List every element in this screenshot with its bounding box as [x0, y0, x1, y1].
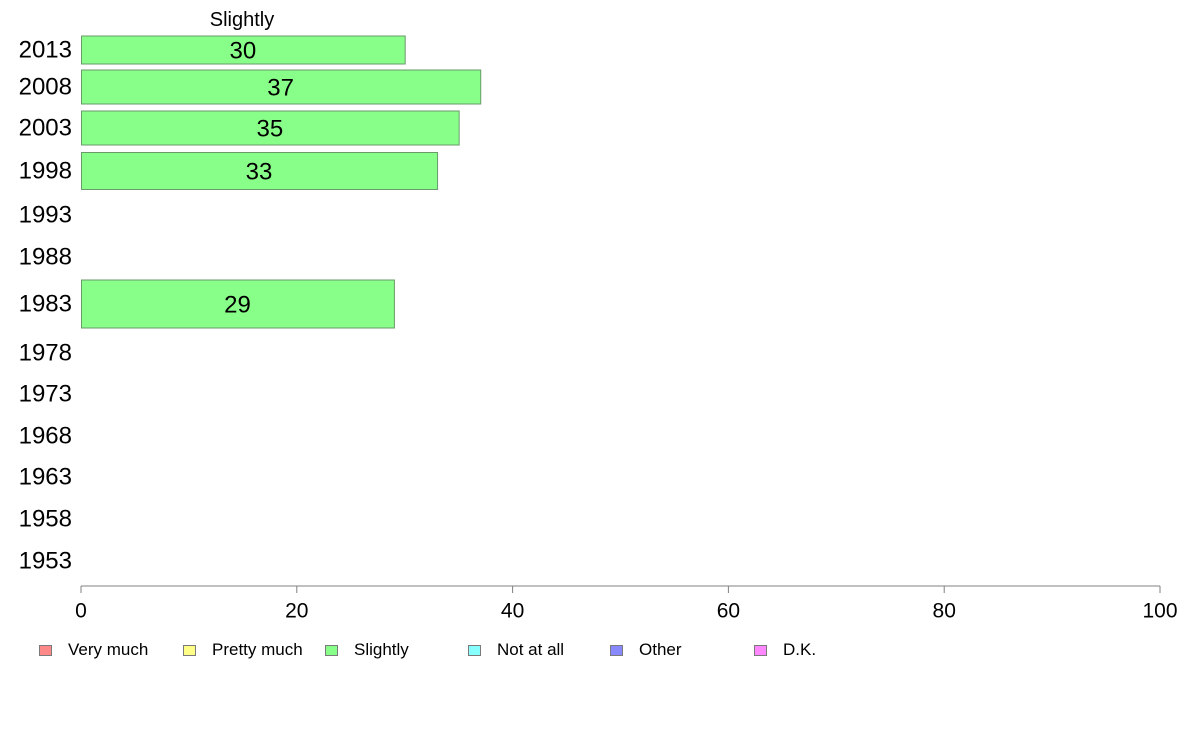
- legend-label: Slightly: [354, 640, 409, 659]
- y-tick-label: 1958: [19, 506, 72, 533]
- legend: Very much Pretty much Slightly Not at all Ot…: [39, 640, 899, 660]
- bar-value-label: 37: [267, 75, 294, 102]
- legend-swatch: [468, 644, 481, 656]
- y-tick-label: 2003: [19, 115, 72, 142]
- x-tick-label: 80: [933, 600, 956, 623]
- y-tick-label: 1968: [19, 423, 72, 450]
- legend-item: Slightly: [325, 640, 409, 660]
- legend-item: Very much: [39, 640, 148, 660]
- legend-item: Other: [610, 640, 682, 660]
- legend-label: Not at all: [497, 640, 565, 659]
- y-tick-label: 1993: [19, 202, 72, 229]
- bar: [81, 279, 395, 329]
- bar-value-label: 33: [246, 159, 273, 186]
- legend-label: D.K.: [783, 640, 817, 659]
- legend-label: Pretty much: [212, 640, 303, 659]
- legend-item: D.K.: [754, 640, 816, 660]
- bar-value-label: 35: [256, 116, 283, 143]
- y-axis-labels: 2013 2008 2003 1998 1993 1988 1983 1978 1973 1968…: [19, 37, 72, 575]
- y-tick-label: 1953: [19, 548, 72, 575]
- y-tick-label: 1963: [19, 464, 72, 491]
- bar-value-label: 29: [224, 292, 251, 319]
- bar: [81, 110, 460, 146]
- x-tick-label: 100: [1142, 600, 1177, 623]
- bars: 30 37 35 33 29: [81, 35, 482, 329]
- legend-swatch: [754, 644, 767, 656]
- legend-swatch: [39, 644, 52, 656]
- bar: [81, 69, 482, 105]
- legend-label: Very much: [68, 640, 149, 659]
- legend-item: Pretty much: [183, 640, 303, 660]
- y-tick-label: 1973: [19, 381, 72, 408]
- y-tick-label: 1978: [19, 340, 72, 367]
- y-tick-label: 1983: [19, 291, 72, 318]
- bar: [81, 35, 406, 65]
- y-tick-label: 1998: [19, 158, 72, 185]
- legend-label: Other: [639, 640, 682, 659]
- x-tick-label: 20: [285, 600, 308, 623]
- y-tick-label: 2013: [19, 37, 72, 64]
- x-axis: 0 20 40 60 80 100: [75, 585, 1178, 623]
- x-tick-label: 60: [717, 600, 740, 623]
- x-tick-label: 0: [75, 600, 87, 623]
- bar-value-label: 30: [229, 38, 256, 65]
- x-tick-label: 40: [501, 600, 524, 623]
- y-tick-label: 1988: [19, 244, 72, 271]
- legend-swatch: [325, 644, 338, 656]
- bar: [81, 152, 439, 190]
- legend-item: Not at all: [468, 640, 564, 660]
- y-tick-label: 2008: [19, 74, 72, 101]
- legend-swatch: [183, 644, 196, 656]
- panel-title: Slightly: [210, 9, 274, 31]
- legend-swatch: [610, 644, 623, 656]
